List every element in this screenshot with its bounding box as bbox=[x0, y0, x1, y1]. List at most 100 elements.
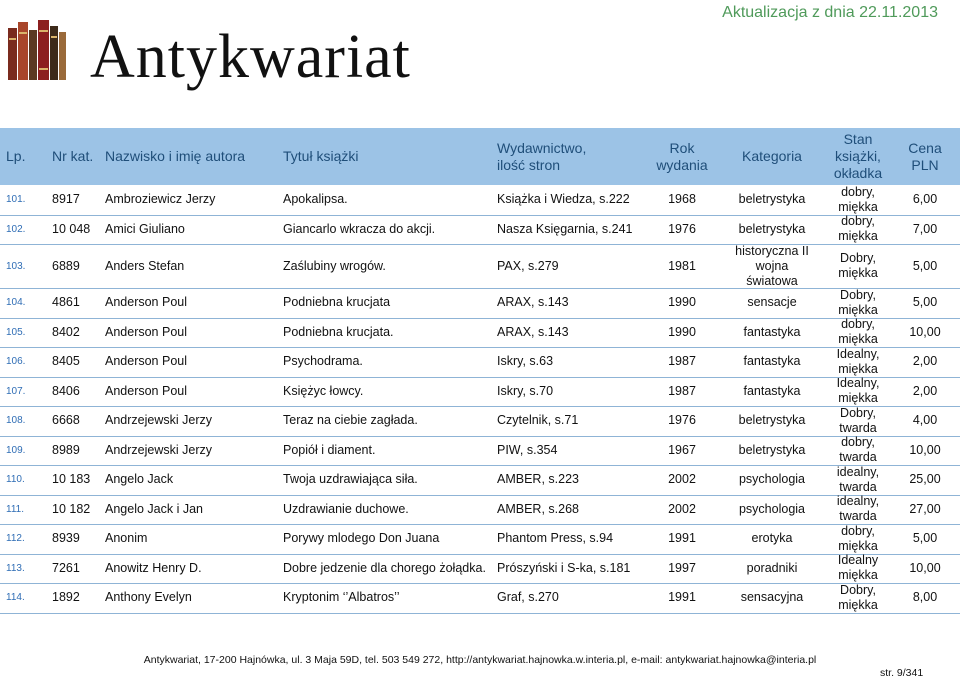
footer-contact: Antykwariat, 17-200 Hajnówka, ul. 3 Maja… bbox=[143, 654, 817, 666]
header-line: Nazwisko i imię autora bbox=[105, 148, 246, 164]
cell: Idealny miękka bbox=[837, 553, 879, 583]
row-separator bbox=[0, 244, 960, 245]
column-header: Wydawnictwo, ilość stron bbox=[497, 128, 647, 185]
cell: 10,00 bbox=[909, 560, 941, 575]
cell: Zaślubiny wrogów. bbox=[283, 258, 386, 273]
cell: 6889 bbox=[52, 258, 80, 273]
cell: Teraz na ciebie zagłada. bbox=[283, 413, 418, 428]
cell: Idealny, miękka bbox=[836, 376, 880, 406]
cell: Podniebna krucjata. bbox=[283, 324, 394, 339]
cell: 107. bbox=[6, 385, 26, 397]
cell: Andrzejewski Jerzy bbox=[105, 413, 212, 428]
cell: 104. bbox=[6, 297, 26, 309]
cell: 8402 bbox=[52, 324, 80, 339]
header-line: ilość stron bbox=[497, 156, 561, 173]
cell: 8405 bbox=[52, 354, 80, 369]
cell: AMBER, s.223 bbox=[497, 472, 579, 487]
update-date: Aktualizacja z dnia 22.11.2013 bbox=[722, 4, 938, 21]
cell: ARAX, s.143 bbox=[497, 295, 569, 310]
cell: Andrzejewski Jerzy bbox=[105, 442, 212, 457]
cell: 1991 bbox=[668, 590, 696, 605]
cell: 10,00 bbox=[909, 324, 941, 339]
cell: Anonim bbox=[105, 531, 148, 546]
cell: 106. bbox=[6, 356, 26, 368]
cell: Kryptonim ‘’Albatros’’ bbox=[283, 590, 400, 605]
cell: PIW, s.354 bbox=[497, 442, 558, 457]
row-separator bbox=[0, 214, 960, 216]
cell: beletrystyka bbox=[738, 442, 806, 457]
cell: Prószyński i S-ka, s.181 bbox=[497, 560, 631, 575]
cell: psychologia bbox=[738, 501, 805, 516]
cell: 2,00 bbox=[912, 354, 938, 369]
cell: Czytelnik, s.71 bbox=[497, 413, 579, 428]
cell: Graf, s.270 bbox=[497, 590, 559, 605]
cell: Anderson Poul bbox=[105, 324, 188, 339]
cell: Dobry, twarda bbox=[839, 405, 877, 435]
cell: 1991 bbox=[668, 531, 696, 546]
cell: fantastyka bbox=[743, 383, 801, 398]
cell: Anders Stefan bbox=[105, 258, 185, 273]
column-header: Cena PLN bbox=[892, 128, 958, 185]
cell: Książka i Wiedza, s.222 bbox=[497, 192, 630, 207]
cell: historyczna II wojna światowa bbox=[735, 243, 809, 288]
cell: 110. bbox=[6, 474, 25, 486]
cell: Anthony Evelyn bbox=[105, 590, 192, 605]
header-line: książki, bbox=[835, 148, 881, 164]
cell: 112. bbox=[6, 533, 25, 545]
cell: 5,00 bbox=[912, 295, 938, 310]
cell: Amici Giuliano bbox=[105, 221, 185, 236]
cell: Psychodrama. bbox=[283, 354, 363, 369]
row-separator bbox=[0, 406, 960, 407]
header-line: PLN bbox=[911, 156, 939, 173]
cell: 1990 bbox=[668, 324, 696, 339]
cell: Iskry, s.63 bbox=[497, 354, 554, 369]
cell: 5,00 bbox=[912, 531, 938, 546]
row-separator bbox=[0, 465, 960, 466]
cell: 1968 bbox=[668, 192, 696, 207]
cell: dobry, miękka bbox=[838, 184, 878, 214]
cell: Angelo Jack bbox=[105, 472, 174, 487]
table-header: Lp. Nr kat. Nazwisko i imię autora Tytuł ks… bbox=[0, 128, 960, 185]
row-separator bbox=[0, 553, 960, 555]
column-header: Nr kat. bbox=[52, 128, 104, 185]
header-line: Tytuł książki bbox=[283, 148, 359, 164]
column-header: Tytuł książki bbox=[283, 128, 495, 185]
cell: 10 048 bbox=[52, 221, 91, 236]
cell: 4861 bbox=[52, 295, 80, 310]
cell: Apokalipsa. bbox=[283, 192, 348, 207]
cell: PAX, s.279 bbox=[497, 258, 559, 273]
column-header: Lp. bbox=[6, 128, 46, 185]
cell: 1990 bbox=[668, 295, 696, 310]
cell: 27,00 bbox=[909, 501, 941, 516]
cell: fantastyka bbox=[743, 324, 801, 339]
cell: ARAX, s.143 bbox=[497, 324, 569, 339]
cell: idealny, twarda bbox=[836, 494, 880, 524]
page-number: str. 9/341 bbox=[880, 667, 924, 679]
row-separator bbox=[0, 288, 960, 289]
cell: 2002 bbox=[668, 501, 696, 516]
header-line: Nr kat. bbox=[52, 148, 94, 164]
cell: Nasza Księgarnia, s.241 bbox=[497, 221, 633, 236]
cell: 1976 bbox=[668, 413, 696, 428]
cell: dobry, miękka bbox=[838, 523, 878, 553]
cell: 8,00 bbox=[912, 590, 938, 605]
cell: Anderson Poul bbox=[105, 383, 188, 398]
column-header: Kategoria bbox=[718, 128, 826, 185]
cell: 1997 bbox=[668, 560, 696, 575]
cell: psychologia bbox=[738, 472, 805, 487]
cell: Ambroziewicz Jerzy bbox=[105, 192, 216, 207]
cell: 103. bbox=[6, 260, 26, 272]
cell: Anowitz Henry D. bbox=[105, 560, 202, 575]
header-line: Wydawnictwo, bbox=[497, 139, 587, 156]
cell: Giancarlo wkracza do akcji. bbox=[283, 221, 436, 236]
cell: 4,00 bbox=[912, 413, 938, 428]
header-line: Kategoria bbox=[742, 148, 802, 164]
cell: 102. bbox=[6, 223, 26, 235]
row-separator bbox=[0, 524, 960, 525]
cell: erotyka bbox=[751, 531, 793, 546]
row-separator bbox=[0, 583, 960, 584]
cell: 6668 bbox=[52, 413, 80, 428]
column-header: Stan książki, okładka bbox=[826, 128, 890, 185]
cell: Uzdrawianie duchowe. bbox=[283, 501, 409, 516]
